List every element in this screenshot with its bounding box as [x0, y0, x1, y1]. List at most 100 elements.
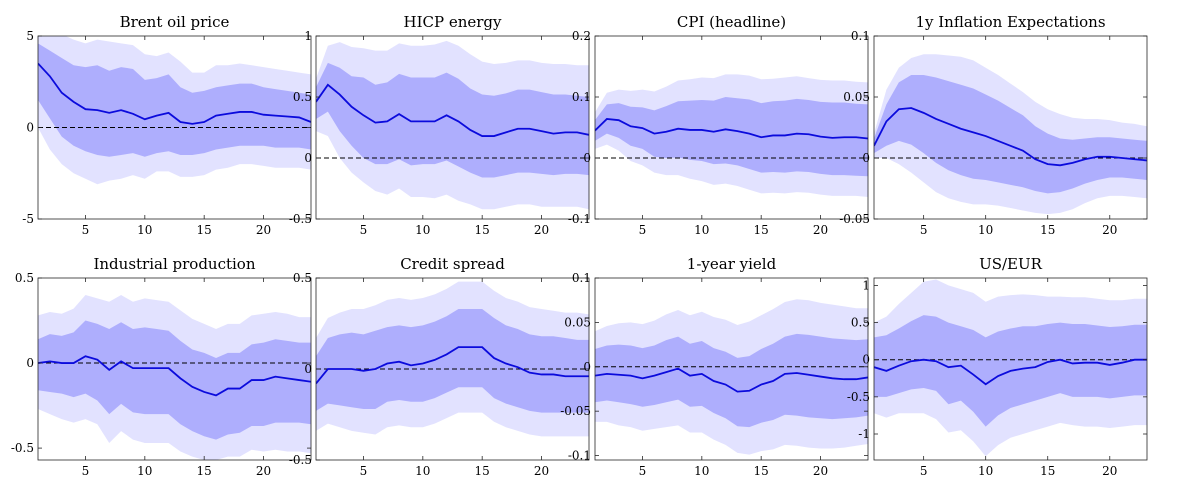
median-response-line	[595, 367, 868, 393]
inner-credible-band	[316, 62, 589, 178]
x-tick-label: 10	[415, 223, 430, 237]
irf-panel: 1y Inflation Expectations 5 10 15 20 -0.05 0 0.…	[839, 13, 1148, 237]
y-tick-label: 0.2	[572, 29, 591, 43]
panel-title: Industrial production	[93, 255, 255, 273]
panel-title: CPI (headline)	[677, 13, 786, 31]
median-response-line	[38, 355, 311, 397]
y-tick-label: 0.5	[293, 271, 312, 285]
y-tick-label: 0.05	[564, 315, 591, 329]
panel-title: Brent oil price	[120, 13, 230, 31]
y-tick-label: -0.1	[568, 212, 591, 226]
x-tick-label: 10	[978, 223, 993, 237]
inner-credible-band	[38, 43, 311, 157]
inner-credible-band	[38, 320, 311, 440]
panel-title: Credit spread	[400, 255, 505, 273]
x-tick-label: 5	[920, 464, 928, 478]
x-tick-label: 20	[1102, 464, 1117, 478]
panel-title: HICP energy	[403, 13, 502, 31]
axes-box	[315, 35, 590, 220]
y-tick-label: 0.5	[851, 316, 870, 330]
y-tick-label: -0.05	[560, 404, 591, 418]
x-tick-label: 5	[82, 223, 90, 237]
inner-credible-band	[316, 308, 589, 413]
panel-title: 1y Inflation Expectations	[915, 13, 1105, 31]
y-tick-label: 0	[583, 360, 591, 374]
irf-panel: Credit spread 5 10 15 20 -0.5 0 0.5	[289, 255, 590, 478]
median-response-line	[316, 346, 589, 385]
y-tick-label: 0.05	[843, 90, 870, 104]
x-tick-label: 20	[813, 464, 828, 478]
x-tick-label: 15	[1040, 464, 1055, 478]
median-response-line	[38, 62, 311, 125]
x-tick-label: 20	[256, 464, 271, 478]
x-tick-label: 15	[754, 464, 769, 478]
axes-box	[37, 277, 312, 461]
plot-area	[595, 74, 868, 198]
median-response-line	[874, 107, 1147, 167]
y-tick-label: 0	[26, 121, 34, 135]
inner-credible-band	[595, 333, 868, 428]
inner-credible-band	[595, 97, 868, 177]
axes-box	[594, 277, 869, 461]
x-tick-label: 10	[415, 464, 430, 478]
median-response-line	[595, 118, 868, 140]
y-tick-label: 0	[304, 151, 312, 165]
y-tick-label: 0	[583, 151, 591, 165]
axes-box	[873, 35, 1148, 220]
panel-title: US/EUR	[979, 255, 1043, 273]
median-response-line	[316, 83, 589, 137]
y-tick-label: 0	[862, 151, 870, 165]
x-tick-label: 10	[137, 223, 152, 237]
x-tick-label: 10	[694, 223, 709, 237]
x-tick-label: 5	[920, 223, 928, 237]
irf-panel: US/EUR 5 10 15 20 -1 -0.5 0 0.5 1	[847, 255, 1148, 478]
x-tick-label: 20	[256, 223, 271, 237]
y-tick-label: 1	[862, 278, 870, 292]
y-tick-label: 0.5	[293, 90, 312, 104]
x-tick-label: 5	[360, 223, 368, 237]
y-tick-label: 0.1	[572, 90, 591, 104]
y-tick-label: 0	[304, 362, 312, 376]
y-tick-label: -0.5	[289, 212, 312, 226]
y-tick-label: 0.1	[851, 29, 870, 43]
panel-title: 1-year yield	[687, 255, 777, 273]
plot-area	[874, 54, 1147, 215]
y-tick-label: -0.5	[289, 453, 312, 467]
x-tick-label: 15	[475, 223, 490, 237]
y-tick-label: -0.05	[839, 212, 870, 226]
x-tick-label: 20	[534, 464, 549, 478]
y-tick-label: -0.5	[847, 390, 870, 404]
x-tick-label: 20	[534, 223, 549, 237]
y-tick-label: 5	[26, 29, 34, 43]
y-tick-label: 0.5	[15, 271, 34, 285]
x-tick-label: 5	[639, 464, 647, 478]
x-tick-label: 15	[197, 464, 212, 478]
x-tick-label: 20	[813, 223, 828, 237]
plot-area	[316, 281, 589, 437]
x-tick-label: 15	[475, 464, 490, 478]
y-tick-label: 0	[26, 356, 34, 370]
x-tick-label: 5	[639, 223, 647, 237]
x-tick-label: 10	[137, 464, 152, 478]
x-tick-label: 10	[694, 464, 709, 478]
plot-area	[38, 295, 311, 460]
x-tick-label: 15	[1040, 223, 1055, 237]
plot-area	[874, 279, 1147, 457]
x-tick-label: 20	[1102, 223, 1117, 237]
x-tick-label: 15	[754, 223, 769, 237]
y-tick-label: 0	[862, 353, 870, 367]
plot-area	[595, 299, 868, 455]
irf-panel: HICP energy 5 10 15 20 -0.5 0 0.5 1	[289, 13, 590, 237]
irf-panel: Industrial production 5 10 15 20 -0.5 0 0.5	[11, 255, 312, 478]
median-response-line	[874, 358, 1147, 386]
x-tick-label: 15	[197, 223, 212, 237]
axes-box	[594, 35, 869, 220]
y-tick-label: 1	[304, 29, 312, 43]
y-tick-label: -0.1	[568, 449, 591, 463]
x-tick-label: 5	[360, 464, 368, 478]
x-tick-label: 5	[82, 464, 90, 478]
irf-panel: CPI (headline) 5 10 15 20 -0.1 0 0.1 0.2	[568, 13, 869, 237]
